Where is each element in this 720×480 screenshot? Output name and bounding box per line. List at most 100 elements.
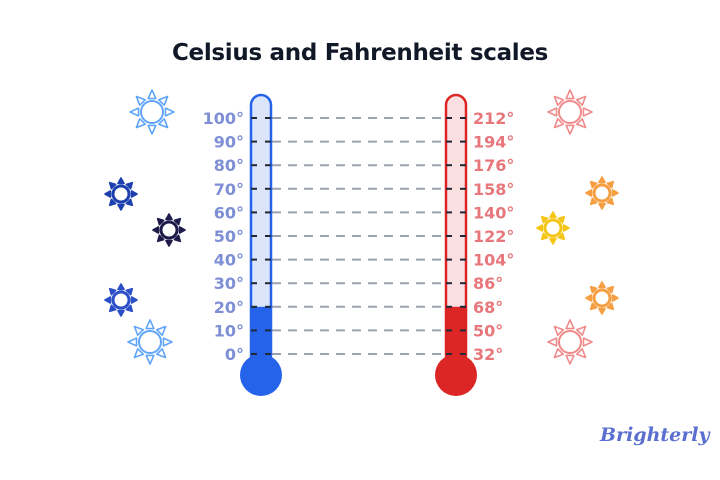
celsius-tick-label: 90° (214, 133, 244, 152)
sun-icon (152, 213, 186, 247)
sun-icon (536, 211, 570, 245)
sun-ray (589, 302, 598, 311)
sun-ray (611, 294, 619, 302)
sun-ray (164, 107, 175, 117)
fahrenheit-thermometer: 212° 194° 176° 158° 140° 122° 104° 86° 68° 50° 32° (435, 93, 514, 396)
sun-ray (549, 237, 557, 245)
celsius-tick-label: 40° (214, 251, 244, 270)
sun-ray (540, 232, 549, 241)
sun-icon (104, 177, 138, 211)
sun-ray (547, 337, 558, 347)
sun-ray (557, 232, 566, 241)
sun-ray (585, 294, 593, 302)
fahrenheit-tick-label: 176° (473, 156, 514, 175)
fahrenheit-tick-label: 104° (473, 251, 514, 270)
sun-ray (585, 189, 593, 197)
sun-icon (547, 89, 593, 135)
sun-ray (155, 325, 167, 337)
sun-ray (108, 198, 117, 207)
sun-ray (553, 95, 565, 107)
sun-ray (130, 190, 138, 198)
sun-ray (173, 234, 182, 243)
celsius-tick-label: 80° (214, 156, 244, 175)
brighterly-logo: Brighterly (600, 424, 710, 446)
sun-ray (117, 283, 125, 291)
celsius-tick-label: 30° (214, 274, 244, 293)
fahrenheit-tick-label: 122° (473, 227, 514, 246)
sun-ray (108, 287, 117, 296)
sun-icon (547, 319, 593, 365)
sun-ray (547, 107, 558, 117)
sun-icon (585, 176, 619, 210)
sun-ray (173, 217, 182, 226)
sun-ray (598, 307, 606, 315)
sun-ray (108, 181, 117, 190)
celsius-bulb (240, 354, 282, 396)
sun-ray (156, 217, 165, 226)
sun-ray (565, 319, 575, 330)
sun-ray (147, 89, 157, 100)
sun-ray (575, 347, 587, 359)
sun-ray (129, 107, 140, 117)
sun-ray (589, 285, 598, 294)
sun-core (592, 288, 612, 308)
sun-ray (135, 95, 147, 107)
sun-icon (104, 283, 138, 317)
sun-ray (606, 302, 615, 311)
sun-ray (104, 190, 112, 198)
sun-ray (553, 117, 565, 129)
sun-ray (125, 198, 134, 207)
sun-core (592, 183, 612, 203)
sun-ray (125, 304, 134, 313)
sun-ray (589, 197, 598, 206)
sun-icon (129, 89, 175, 135)
celsius-tick-label: 70° (214, 180, 244, 199)
sun-core (138, 330, 162, 354)
sun-ray (147, 124, 157, 135)
sun-ray (104, 296, 112, 304)
celsius-tick-label: 60° (214, 203, 244, 222)
celsius-tick-label: 10° (214, 321, 244, 340)
celsius-tick-label: 100° (203, 109, 244, 128)
sun-ray (582, 337, 593, 347)
sun-ray (145, 319, 155, 330)
sun-core (558, 100, 582, 124)
fahrenheit-tick-label: 212° (473, 109, 514, 128)
sun-ray (165, 239, 173, 247)
sun-core (558, 330, 582, 354)
sun-ray (611, 189, 619, 197)
sun-ray (157, 95, 169, 107)
fahrenheit-tick-label: 32° (473, 345, 503, 364)
sun-ray (127, 337, 138, 347)
sun-ray (108, 304, 117, 313)
fahrenheit-tick-label: 68° (473, 298, 503, 317)
sun-ray (565, 124, 575, 135)
sun-ray (117, 203, 125, 211)
sun-ray (135, 117, 147, 129)
fahrenheit-tick-label: 194° (473, 133, 514, 152)
celsius-tick-label: 0° (225, 345, 244, 364)
sun-ray (165, 213, 173, 221)
sun-ray (598, 281, 606, 289)
celsius-tick-label: 50° (214, 227, 244, 246)
sun-core (111, 184, 131, 204)
sun-ray (117, 177, 125, 185)
sun-ray (575, 325, 587, 337)
sun-ray (565, 354, 575, 365)
sun-ray (133, 325, 145, 337)
sun-ray (156, 234, 165, 243)
sun-ray (130, 296, 138, 304)
celsius-thermometer: 100° 90° 80° 70° 60° 50° 40° 30° 20° 10° 0° (203, 93, 282, 396)
sun-ray (152, 226, 160, 234)
sun-ray (606, 285, 615, 294)
sun-ray (178, 226, 186, 234)
sun-ray (157, 117, 169, 129)
sun-ray (553, 347, 565, 359)
sun-ray (598, 202, 606, 210)
sun-ray (589, 180, 598, 189)
sun-ray (565, 89, 575, 100)
sun-ray (582, 107, 593, 117)
sun-ray (125, 181, 134, 190)
